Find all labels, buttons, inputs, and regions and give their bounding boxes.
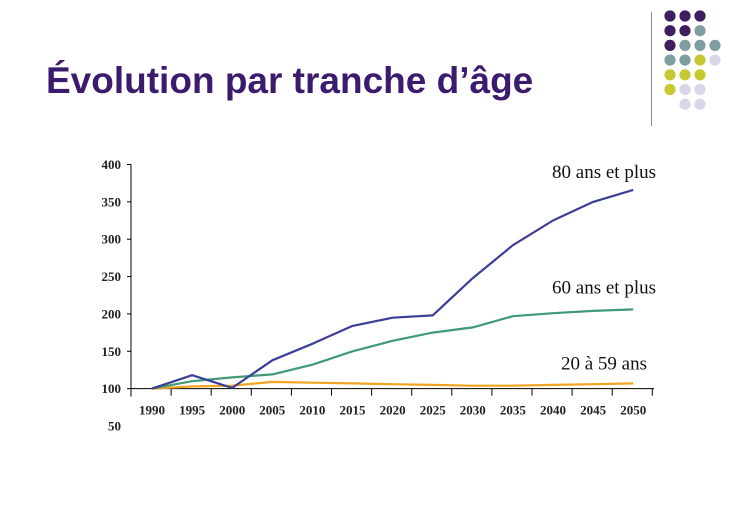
x-tick-label: 2030 [460,403,486,418]
series-line [151,380,634,390]
decorative-dot [694,25,706,37]
y-tick-label: 50 [108,419,121,434]
x-tick-label: 2040 [540,403,566,418]
y-tick-label: 250 [102,269,122,284]
x-tick-label: 2005 [259,403,286,418]
decorative-dot [694,39,706,51]
decorative-dot [709,54,721,66]
series-label: 80 ans et plus [552,162,656,183]
x-tick-label: 2010 [299,403,325,418]
x-tick-label: 1995 [179,403,206,418]
y-axis: 400 350 300 250 200 150 100 50 [102,157,132,434]
x-tick-label: 2015 [340,403,367,418]
decorative-dot [694,83,706,96]
series-label: 60 ans et plus [552,277,656,298]
x-tick-label: 2025 [420,403,447,418]
decorative-dot [694,98,706,110]
title-divider [651,12,652,126]
slide-title: Évolution par tranche d’âge [46,60,534,101]
series-labels: 80 ans et plus 60 ans et plus 20 à 59 ans [552,162,656,375]
decorative-dot [664,83,676,96]
decorative-dot [664,10,676,22]
series-line [151,308,634,390]
x-tick-label: 2045 [580,403,607,418]
decorative-dot-grid [664,10,721,110]
decorative-dot [664,25,676,37]
decorative-dot [709,39,721,51]
decorative-dot [694,69,706,81]
decorative-dot [694,10,706,22]
x-tick-label: 1990 [139,403,165,418]
decorative-dot [694,54,706,66]
decorative-dot [679,54,691,66]
y-tick-label: 350 [102,194,122,209]
decorative-dot [679,39,691,51]
decorative-dot [664,39,676,51]
x-axis: 1990 1995 2000 2005 2010 2015 2020 2025 2030 2035… [130,388,654,418]
decorative-dot [679,69,691,81]
decorative-dot [679,10,691,22]
y-tick-label: 100 [102,381,122,396]
series-line [151,188,634,390]
decorative-dot [664,69,676,81]
decorative-dot [679,25,691,37]
decorative-dot [664,54,676,66]
x-tick-label: 2020 [380,403,406,418]
x-tick-label: 2050 [620,403,646,418]
decorative-dot [679,83,691,96]
series-lines [151,188,634,390]
series-label: 20 à 59 ans [561,353,647,374]
decorative-dot [679,98,691,110]
y-tick-label: 200 [102,306,122,321]
x-tick-label: 2035 [500,403,527,418]
y-tick-label: 150 [102,344,122,359]
y-tick-label: 400 [102,157,122,172]
x-tick-label: 2000 [219,403,245,418]
y-tick-label: 300 [102,232,122,247]
